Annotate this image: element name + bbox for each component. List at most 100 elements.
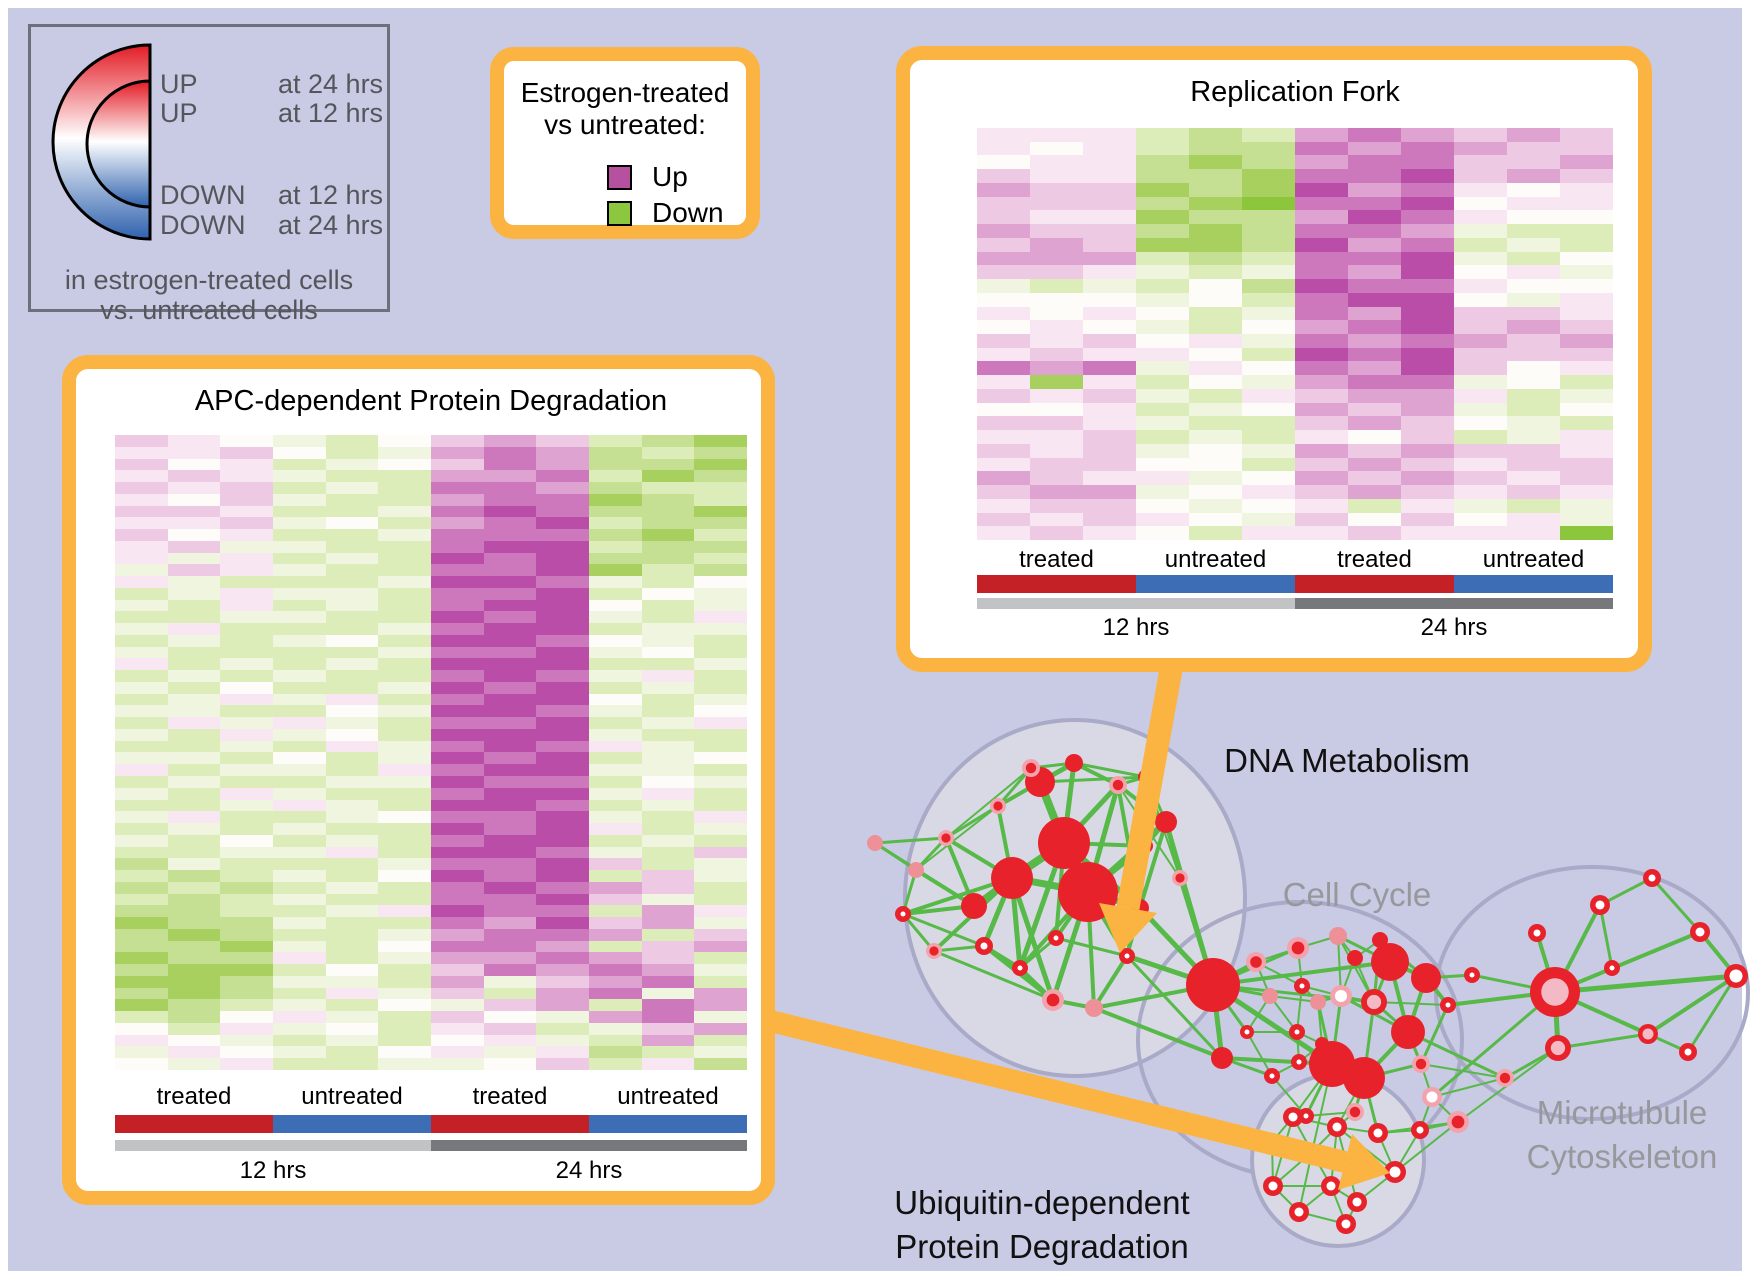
heatmap-cell xyxy=(483,846,537,859)
heatmap-cell xyxy=(115,799,168,812)
heatmap-cell xyxy=(378,540,431,553)
heatmap-cell xyxy=(220,881,273,894)
replication-condition-bars xyxy=(977,575,1613,593)
heatmap-cell xyxy=(1242,526,1295,540)
heatmap-cell xyxy=(378,975,431,988)
heatmap-cell xyxy=(115,1058,168,1070)
heatmap-cell xyxy=(1136,512,1189,527)
heatmap-cell xyxy=(1560,388,1613,403)
heatmap-cell xyxy=(1507,128,1560,142)
heatmap-cell xyxy=(694,446,747,459)
heatmap-cell xyxy=(1242,471,1295,486)
network-edge xyxy=(1407,1030,1506,1080)
heatmap-cell xyxy=(641,1058,695,1070)
heatmap-cell xyxy=(641,823,695,835)
gene-node-pinkring-core xyxy=(1250,956,1262,968)
heatmap-cell xyxy=(431,634,484,647)
heatmap-cell xyxy=(641,587,695,600)
heatmap-cell xyxy=(536,482,589,494)
label-microtubule-line2: Cytoskeleton xyxy=(1527,1138,1718,1175)
heatmap-cell xyxy=(694,752,747,765)
heatmap-cell xyxy=(378,446,431,459)
heatmap-cell xyxy=(1454,457,1507,472)
heatmap-cell xyxy=(1454,292,1507,307)
heatmap-cell xyxy=(641,846,695,859)
heatmap-cell xyxy=(1295,306,1348,321)
heatmap-cell xyxy=(1030,155,1083,170)
heatmap-cell xyxy=(977,471,1030,486)
heatmap-cell xyxy=(1401,279,1454,293)
heatmap-cell xyxy=(220,917,273,929)
heatmap-cell xyxy=(273,681,326,694)
heatmap-cell xyxy=(641,740,695,753)
condition-bar xyxy=(1295,575,1454,593)
heatmap-cell xyxy=(1560,526,1613,540)
heatmap-cell xyxy=(273,987,326,1000)
heatmap-cell xyxy=(378,764,431,777)
heatmap-cell xyxy=(1083,485,1136,499)
heatmap-cell xyxy=(378,470,431,483)
heatmap-cell xyxy=(694,493,747,506)
heatmap-cell xyxy=(1136,347,1189,362)
heatmap-cell xyxy=(641,623,695,635)
heatmap-cell xyxy=(536,811,589,824)
heatmap-cell xyxy=(1030,416,1083,431)
heatmap-cell xyxy=(1083,169,1136,183)
legend-row-up24: UP at 24 hrs xyxy=(160,69,383,100)
heatmap-cell xyxy=(536,975,589,988)
heatmap-cell xyxy=(1242,292,1295,307)
heatmap-cell xyxy=(167,752,221,765)
heatmap-cell xyxy=(1560,375,1613,389)
gene-node-pinkring-core xyxy=(1349,1106,1361,1118)
legend-caption-line2: vs. untreated cells xyxy=(100,295,318,325)
heatmap-cell xyxy=(325,552,379,565)
heatmap-cell xyxy=(431,870,484,882)
heatmap-cell xyxy=(641,646,695,659)
heatmap-cell xyxy=(220,505,273,518)
heatmap-cell xyxy=(115,917,168,929)
heatmap-cell xyxy=(273,564,326,577)
heatmap-cell xyxy=(1083,210,1136,225)
heatmap-cell xyxy=(483,1011,537,1023)
heatmap-cell xyxy=(589,964,642,976)
heatmap-cell xyxy=(1295,265,1348,280)
heatmap-cell xyxy=(167,811,221,824)
heatmap-cell xyxy=(378,893,431,906)
heatmap-cell xyxy=(1242,182,1295,197)
label-microtubule-line1: Microtubule xyxy=(1537,1094,1708,1131)
heatmap-cell xyxy=(589,599,642,612)
heatmap-cell xyxy=(167,693,221,706)
heatmap-cell xyxy=(694,587,747,600)
heatmap-cell xyxy=(325,823,379,835)
heatmap-cell xyxy=(431,693,484,706)
heatmap-cell xyxy=(1348,498,1401,513)
heatmap-cell xyxy=(1454,182,1507,197)
heatmap-cell xyxy=(1189,402,1242,417)
network-edge xyxy=(1246,1031,1273,1077)
heatmap-cell xyxy=(378,611,431,624)
heatmap-cell xyxy=(589,1011,642,1023)
heatmap-cell xyxy=(589,634,642,647)
gene-node-ring-core xyxy=(1695,927,1705,937)
heatmap-cell xyxy=(1560,141,1613,156)
heatmap-cell xyxy=(1083,430,1136,444)
heatmap-cell xyxy=(167,917,221,929)
heatmap-cell xyxy=(1348,430,1401,444)
heatmap-cell xyxy=(1401,265,1454,280)
replication-heatmap xyxy=(977,128,1613,540)
heatmap-cell xyxy=(1242,512,1295,527)
heatmap-cell xyxy=(641,940,695,953)
heatmap-cell xyxy=(694,552,747,565)
heatmap-cell xyxy=(325,858,379,871)
heatmap-cell xyxy=(273,634,326,647)
heatmap-cell xyxy=(694,799,747,812)
heatmap-cell xyxy=(641,893,695,906)
heatmap-cell xyxy=(694,705,747,718)
heatmap-cell xyxy=(115,834,168,847)
heatmap-cell xyxy=(589,764,642,777)
heatmap-cell xyxy=(641,905,695,918)
heatmap-cell xyxy=(1189,471,1242,486)
gene-node-ring-core xyxy=(1124,953,1130,959)
heatmap-cell xyxy=(378,858,431,871)
heatmap-cell xyxy=(325,811,379,824)
